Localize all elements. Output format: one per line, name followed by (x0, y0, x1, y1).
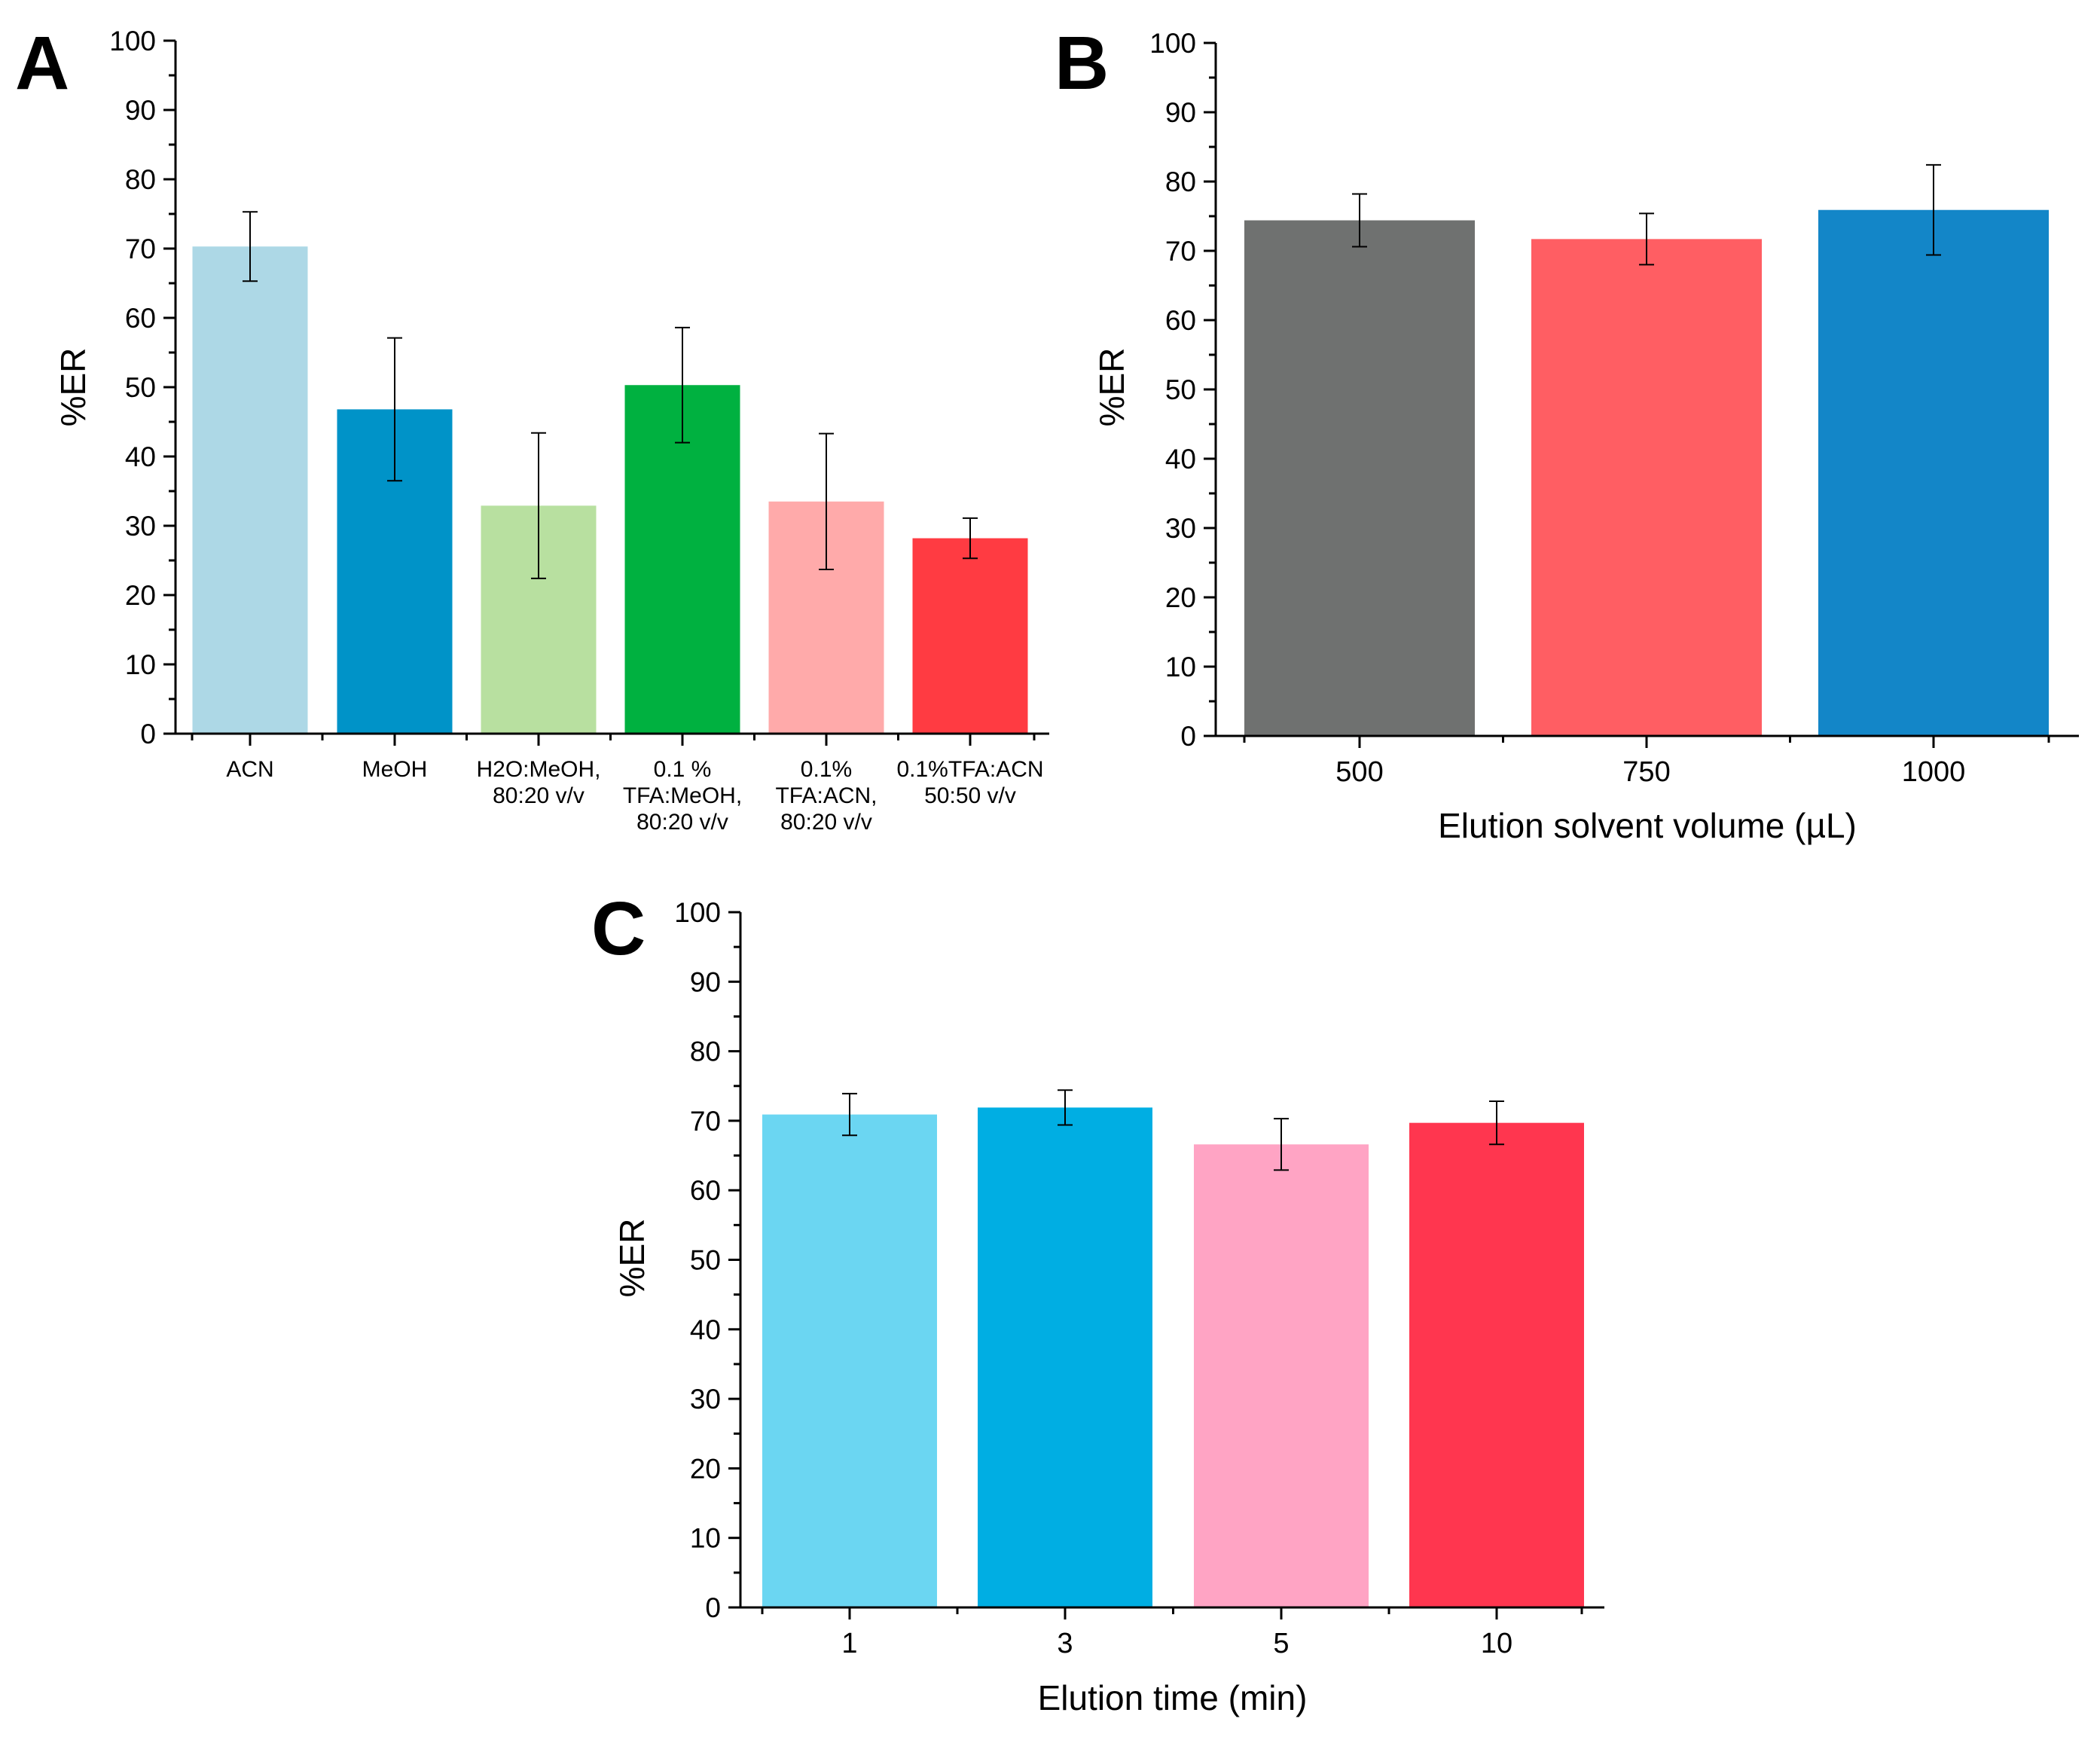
bar (1531, 239, 1762, 736)
error-bar (1352, 193, 1367, 248)
chart-panel-c: C 0 10 20 30 40 50 60 70 80 90 100 1 3 5 10 %ER Elution t… (591, 887, 1604, 1717)
y-axis-title: %ER (53, 348, 93, 427)
y-tick-label: 100 (1149, 28, 1196, 59)
x-tick-label: 750 (1622, 756, 1670, 788)
x-axis-title: Elution time (min) (1038, 1678, 1308, 1717)
x-tick-label: 500 (1335, 756, 1383, 788)
chart-panel-b: B 0 10 20 30 40 50 60 70 80 90 100 500 750 1000 %ER Elut… (1055, 21, 2079, 845)
x-tick-label: 0.1 % TFA:MeOH, 80:20 v/v (623, 757, 742, 835)
y-tick-label: 10 (690, 1523, 721, 1554)
y-tick-label: 50 (690, 1245, 721, 1276)
y-tick-label: 0 (140, 719, 156, 749)
y-tick-label: 20 (1165, 582, 1196, 613)
bar (762, 1114, 937, 1607)
error-bar (842, 1092, 857, 1137)
bar (192, 246, 308, 734)
y-tick-label: 80 (125, 164, 156, 195)
y-tick-label: 90 (1165, 97, 1196, 128)
error-bar (387, 337, 402, 482)
error-bar (963, 517, 978, 560)
y-tick-label: 40 (690, 1314, 721, 1345)
y-tick-label: 50 (1165, 374, 1196, 405)
y-tick-label: 100 (674, 897, 721, 928)
y-tick-label: 10 (125, 649, 156, 680)
panel-label: C (591, 887, 646, 971)
error-bar (675, 326, 690, 444)
y-tick-label: 40 (1165, 444, 1196, 475)
x-tick-label: 1 (841, 1628, 857, 1659)
error-bar (819, 432, 834, 570)
y-tick-label: 90 (690, 966, 721, 997)
error-bar (1058, 1089, 1073, 1126)
y-tick-label: 60 (125, 303, 156, 334)
error-bar (243, 211, 258, 282)
x-axis-title: Elution solvent volume (µL) (1438, 806, 1857, 845)
y-tick-label: 30 (125, 511, 156, 542)
y-tick-label: 10 (1165, 652, 1196, 682)
error-bar (1274, 1118, 1289, 1171)
bar (912, 538, 1028, 734)
bar (978, 1107, 1152, 1607)
x-tick-label: 1000 (1902, 756, 1966, 788)
bar (1244, 220, 1475, 736)
y-axis-title: %ER (1092, 348, 1131, 427)
error-bar (1489, 1100, 1504, 1146)
y-tick-label: 60 (1165, 305, 1196, 336)
x-tick-label: 5 (1273, 1628, 1289, 1659)
error-bar (1639, 212, 1654, 266)
y-tick-label: 20 (125, 580, 156, 611)
x-tick-label: 3 (1057, 1628, 1073, 1659)
y-tick-label: 80 (690, 1036, 721, 1067)
y-tick-label: 0 (1180, 721, 1196, 752)
y-tick-label: 70 (1165, 236, 1196, 267)
x-tick-label: 0.1% TFA:ACN, 80:20 v/v (775, 757, 877, 835)
x-tick-label: H2O:MeOH, 80:20 v/v (476, 757, 600, 808)
y-tick-label: 70 (125, 234, 156, 264)
y-tick-label: 60 (690, 1175, 721, 1206)
y-tick-label: 30 (690, 1384, 721, 1415)
y-tick-label: 0 (705, 1592, 721, 1623)
y-tick-label: 100 (109, 26, 156, 56)
y-tick-label: 20 (690, 1453, 721, 1484)
x-tick-label: 0.1%TFA:ACN 50:50 v/v (896, 757, 1043, 808)
x-tick-label: MeOH (362, 757, 428, 782)
panel-label: A (15, 21, 69, 105)
error-bar (1926, 163, 1941, 256)
y-axis-title: %ER (612, 1219, 652, 1298)
y-tick-label: 90 (125, 95, 156, 126)
x-tick-label: 10 (1481, 1628, 1512, 1659)
y-tick-label: 30 (1165, 513, 1196, 544)
bar (1194, 1144, 1369, 1607)
y-tick-label: 40 (125, 441, 156, 472)
chart-panel-a: A 0 10 20 30 40 50 60 70 80 90 100 ACN MeOH H2O:MeOH, 8… (15, 21, 1049, 835)
y-tick-label: 80 (1165, 166, 1196, 197)
panel-label: B (1055, 21, 1109, 105)
x-tick-label: ACN (226, 757, 273, 782)
error-bar (531, 432, 546, 579)
bar (1818, 209, 2049, 737)
bar (1409, 1122, 1584, 1607)
y-tick-label: 70 (690, 1106, 721, 1137)
y-tick-label: 50 (125, 372, 156, 403)
